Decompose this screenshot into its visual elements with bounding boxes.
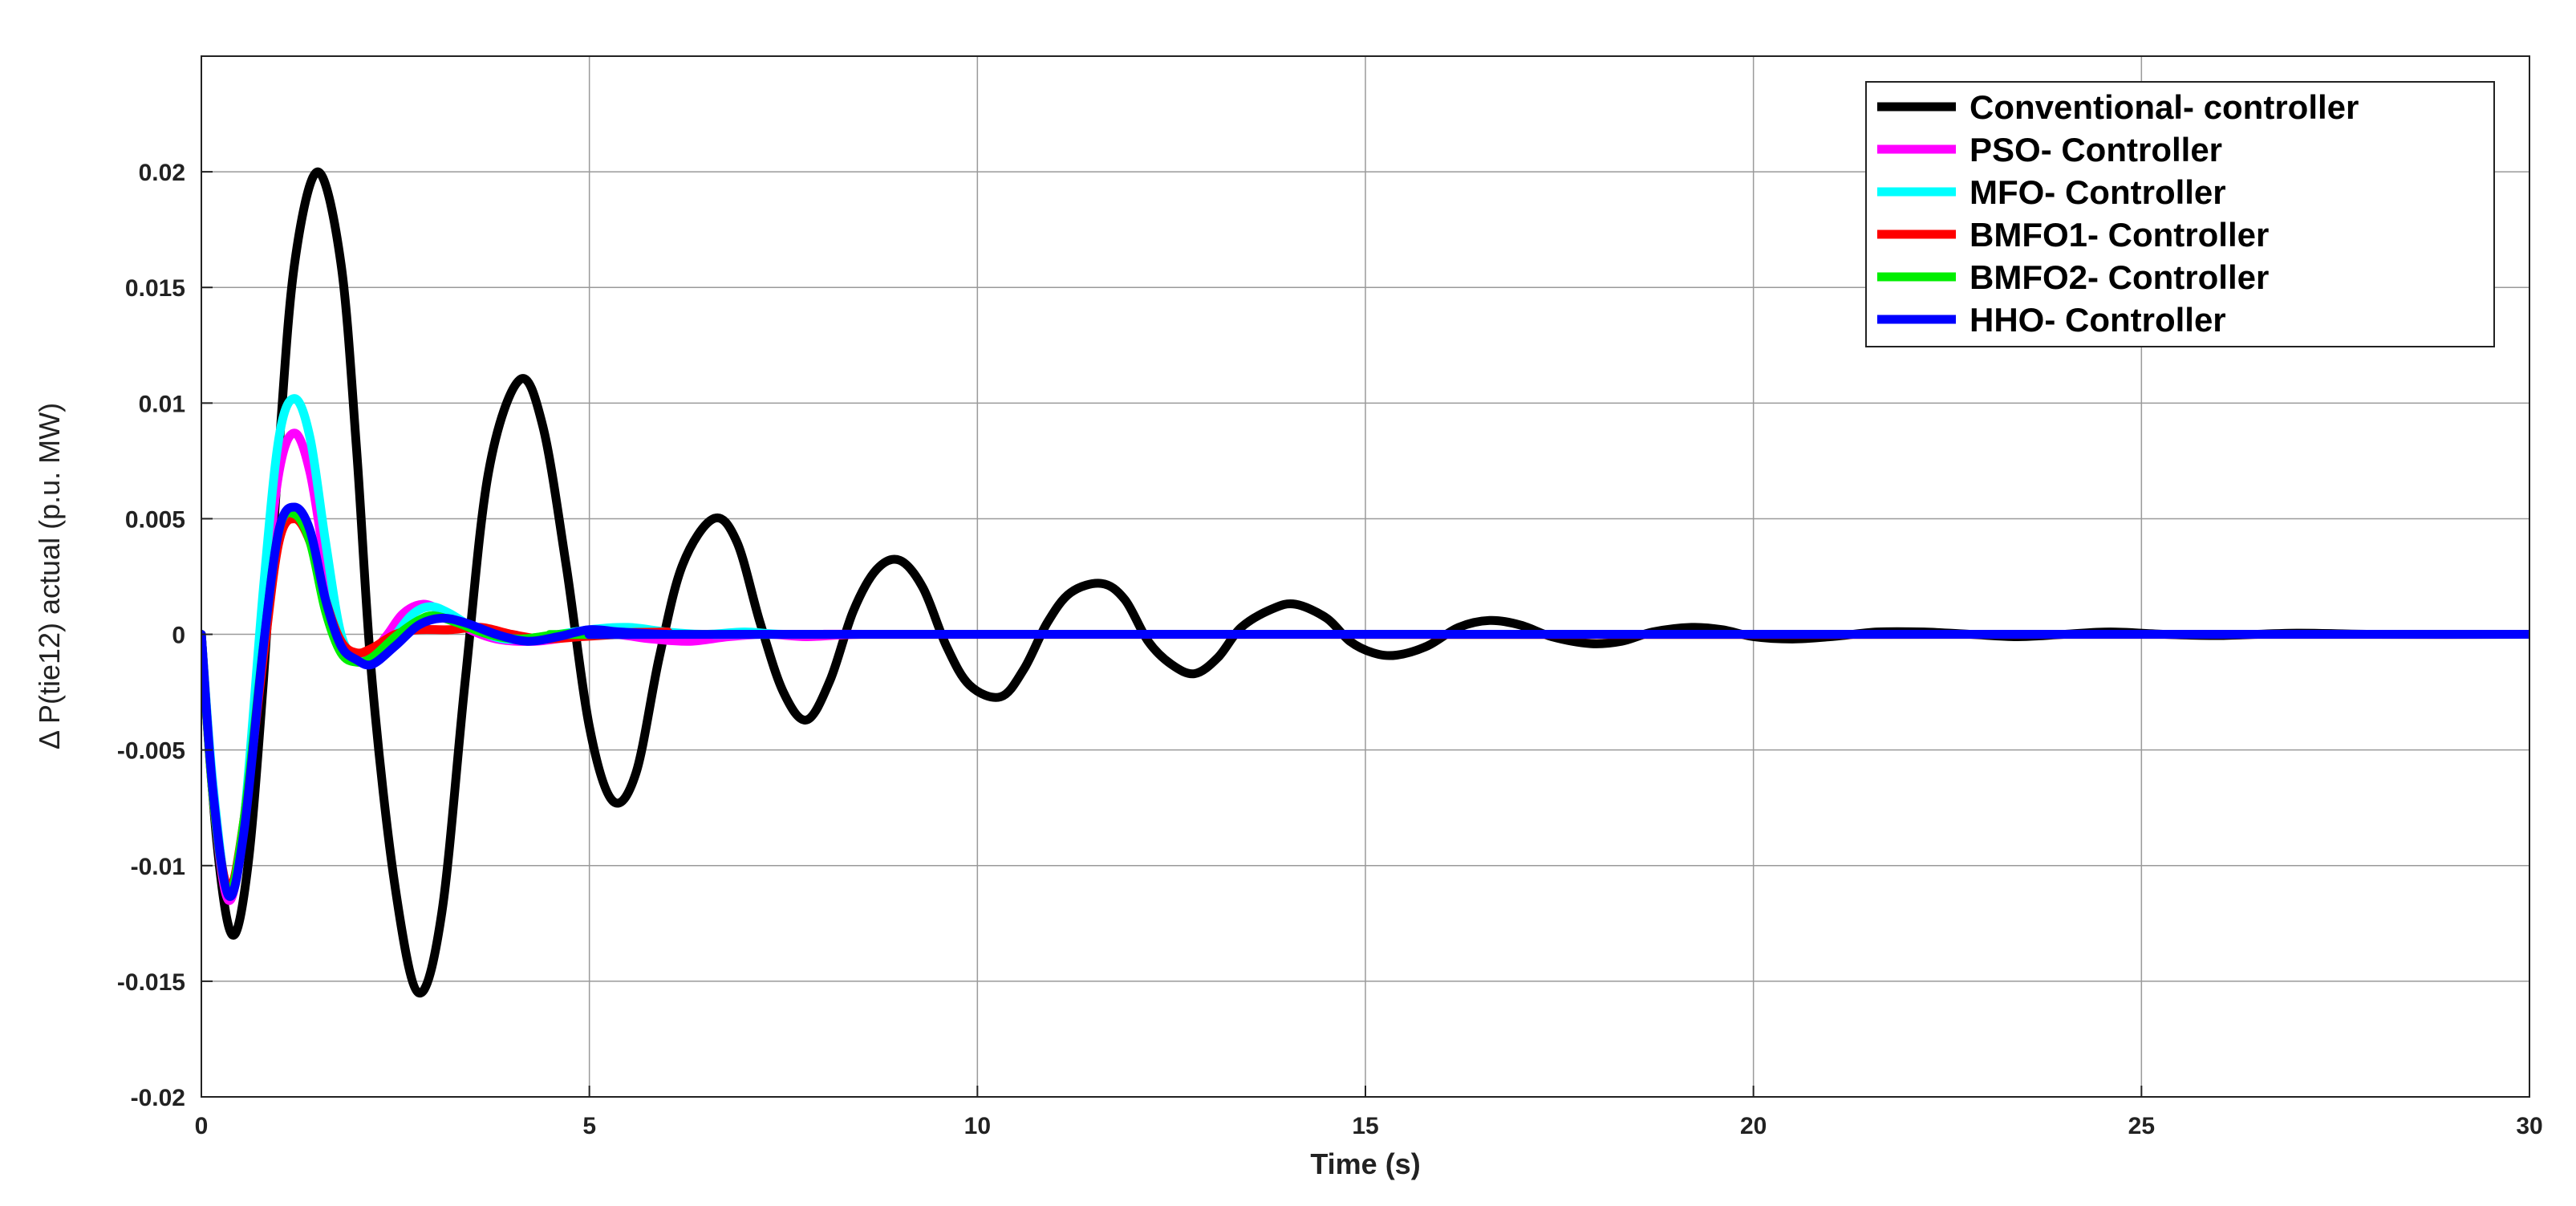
x-tick-label: 25 — [2128, 1113, 2155, 1139]
y-tick-label: -0.01 — [131, 854, 185, 880]
y-tick-label: -0.005 — [117, 738, 185, 765]
x-tick-label: 15 — [1352, 1113, 1378, 1139]
x-axis-label: Time (s) — [1310, 1147, 1420, 1180]
y-tick-label: 0.005 — [125, 506, 185, 533]
series-line-hho-controller — [201, 502, 2529, 901]
x-tick-label: 20 — [1740, 1113, 1767, 1139]
y-tick-label: 0 — [172, 623, 185, 649]
x-axis-ticks: 0 5 10 15 20 25 30 — [195, 1086, 2543, 1139]
x-tick-label: 0 — [195, 1113, 209, 1139]
y-tick-label: 0.015 — [125, 275, 185, 302]
legend-label-bmfo1-controller: BMFO1- Controller — [1970, 216, 2269, 254]
legend-box — [1865, 81, 2495, 347]
series-line-conventional-controller — [201, 167, 2529, 997]
y-axis-label: Δ P(tie12) actual (p.u. MW) — [33, 403, 66, 749]
x-tick-label: 10 — [964, 1113, 991, 1139]
legend-label-bmfo2-controller: BMFO2- Controller — [1970, 258, 2269, 296]
legend-label-conventional-controller: Conventional- controller — [1970, 88, 2359, 126]
legend-label-mfo-controller: MFO- Controller — [1970, 173, 2226, 211]
y-axis-ticks: -0.02 -0.015 -0.01 -0.005 0 0.005 0.01 0.015 0.0… — [117, 160, 213, 1111]
y-tick-label: -0.015 — [117, 969, 185, 996]
y-tick-label: 0.02 — [139, 160, 185, 186]
x-tick-label: 30 — [2516, 1113, 2542, 1139]
legend-label-pso-controller: PSO- Controller — [1970, 131, 2222, 169]
x-tick-label: 5 — [582, 1113, 596, 1139]
legend-label-hho-controller: HHO- Controller — [1970, 301, 2226, 339]
y-tick-label: 0.01 — [139, 391, 185, 417]
y-tick-label: -0.02 — [131, 1085, 185, 1111]
series-lines — [201, 167, 2529, 997]
legend: Conventional- controller PSO- Controller M… — [1865, 81, 2495, 347]
